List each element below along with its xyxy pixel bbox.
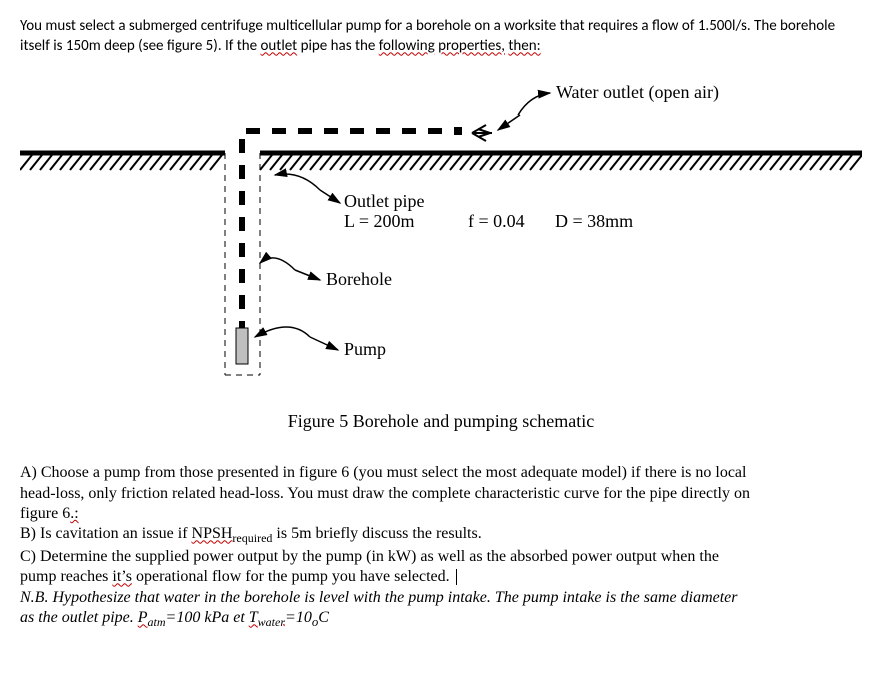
- q-b-npsh-txt: NPSH: [192, 525, 233, 542]
- q-a-line1: A) Choose a pump from those presented in…: [20, 463, 862, 483]
- q-b-npsh: NPSHrequired: [192, 525, 273, 542]
- nb2-patm: Patm: [138, 609, 166, 626]
- intro-following: following: [379, 37, 435, 55]
- faucet-icon: [472, 125, 492, 141]
- figure-5: Water outlet (open air) Outlet pipe L = …: [20, 75, 862, 434]
- ground-right: [260, 153, 862, 170]
- arrow-water-outlet: [518, 93, 550, 115]
- nb2-t-sub: water: [258, 616, 285, 630]
- nb2-t-val: =10: [285, 609, 312, 626]
- text-cursor: [456, 569, 457, 585]
- q-c-line2: pump reaches it’s operational flow for t…: [20, 567, 862, 587]
- nb2-pre: as the outlet pipe.: [20, 609, 138, 626]
- nb2-t-unit: C: [318, 609, 329, 626]
- q-c2-pre: pump reaches: [20, 568, 112, 585]
- arrow-water-outlet-tail: [498, 115, 520, 130]
- problem-intro: You must select a submerged centrifuge m…: [20, 16, 862, 57]
- arrow-pump-tail: [310, 337, 338, 350]
- label-d: D = 38mm: [555, 211, 633, 231]
- outlet-pipe: [242, 131, 456, 335]
- questions-block: A) Choose a pump from those presented in…: [20, 463, 862, 631]
- label-borehole: Borehole: [326, 269, 392, 289]
- q-c2-post: operational flow for the pump you have s…: [132, 568, 454, 585]
- arrow-borehole: [260, 257, 295, 269]
- nb2-patm-p: P: [138, 609, 148, 626]
- q-a-line3: figure 6.:: [20, 504, 862, 524]
- q-nb-line2: as the outlet pipe. Patm=100 kPa et Twat…: [20, 608, 862, 631]
- label-outlet-l1: Outlet pipe: [344, 191, 424, 211]
- arrow-outlet-pipe: [275, 174, 320, 190]
- q-b: B) Is cavitation an issue if NPSHrequire…: [20, 524, 862, 547]
- arrow-borehole-tail: [295, 270, 320, 280]
- nb2-patm-sub: atm: [148, 616, 166, 630]
- pipe-end-marker: [454, 127, 462, 135]
- q-b-pre: B) Is cavitation an issue if: [20, 525, 192, 542]
- q-c2-its: it’s: [112, 568, 132, 585]
- intro-then: then:: [508, 37, 540, 55]
- q-nb-line1: N.B. Hypothesize that water in the boreh…: [20, 588, 862, 608]
- intro-outlet: outlet: [261, 37, 298, 55]
- q-b-req: required: [232, 532, 272, 546]
- q-b-post: is 5m briefly discuss the results.: [272, 525, 481, 542]
- pump-rect: [236, 328, 248, 364]
- nb2-twater: Twater: [249, 609, 285, 626]
- intro-line1: You must select a submerged centrifuge m…: [20, 17, 694, 35]
- label-water-outlet: Water outlet (open air): [556, 82, 719, 103]
- nb2-patm-val: =100 kPa et: [166, 609, 249, 626]
- label-pump: Pump: [344, 339, 386, 359]
- arrow-pump: [255, 327, 310, 337]
- q-c-line1: C) Determine the supplied power output b…: [20, 547, 862, 567]
- intro-line2b: pipe has the: [297, 37, 379, 55]
- q-a-line2: head-loss, only friction related head-lo…: [20, 484, 862, 504]
- nb2-t: T: [249, 609, 258, 626]
- arrow-outlet-pipe-tail: [320, 190, 340, 203]
- ground-left: [20, 153, 225, 170]
- q-a3-end: .:: [70, 505, 78, 522]
- q-a3-pre: figure 6: [20, 505, 70, 522]
- figure-caption: Figure 5 Borehole and pumping schematic: [20, 409, 862, 433]
- intro-props: properties,: [438, 37, 505, 55]
- label-outlet-l2: L = 200m: [344, 211, 414, 231]
- borehole-svg: Water outlet (open air) Outlet pipe L = …: [20, 75, 862, 385]
- label-f: f = 0.04: [468, 211, 525, 231]
